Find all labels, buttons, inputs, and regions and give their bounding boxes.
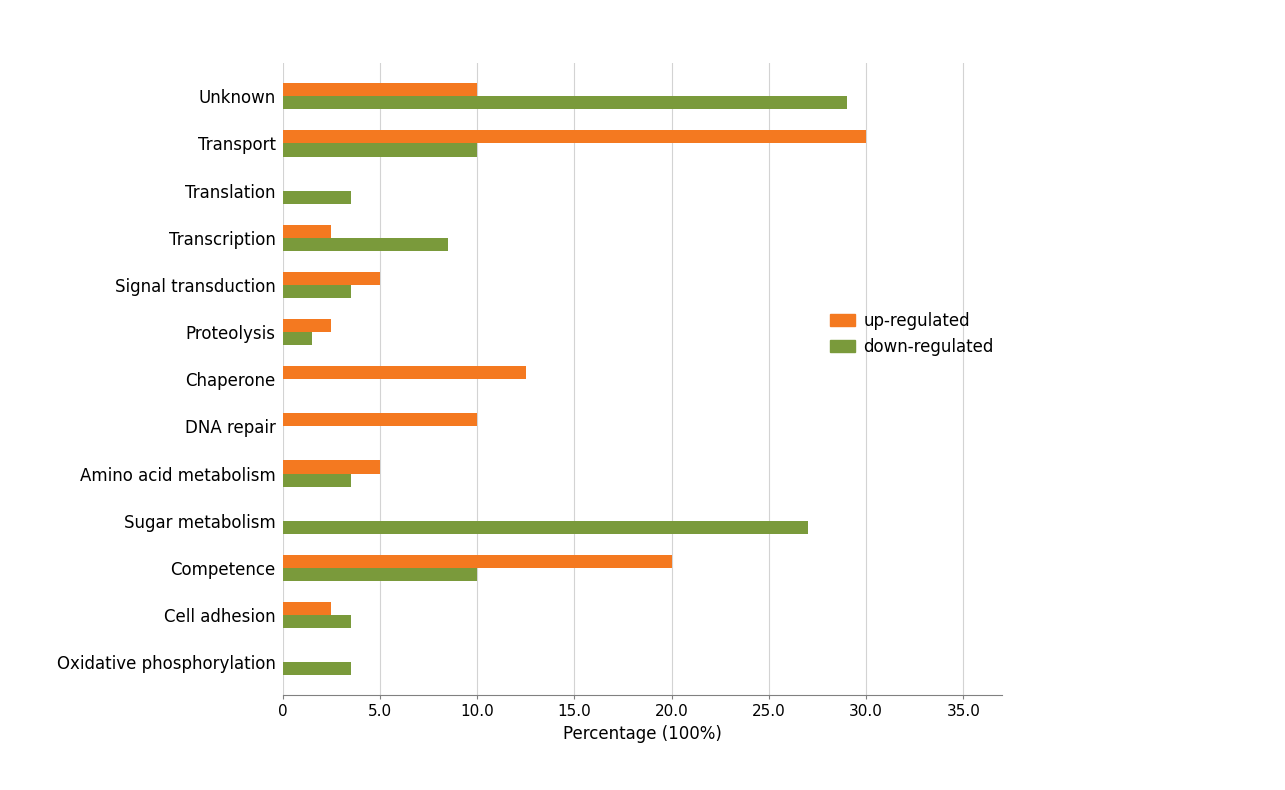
Bar (283, 319, 332, 332)
Bar (283, 366, 526, 379)
Bar (283, 83, 477, 96)
Bar (283, 615, 351, 628)
Bar (283, 413, 477, 427)
Bar (283, 521, 808, 534)
Bar (283, 473, 351, 487)
Bar (283, 461, 380, 473)
Bar (283, 96, 847, 110)
Bar (283, 602, 332, 615)
Bar (283, 238, 448, 251)
Bar (283, 143, 477, 156)
Bar (283, 190, 351, 204)
Bar (283, 224, 332, 238)
Bar (283, 285, 351, 298)
Bar (283, 568, 477, 581)
Bar (283, 332, 312, 345)
X-axis label: Percentage (100%): Percentage (100%) (563, 724, 722, 743)
Legend: up-regulated, down-regulated: up-regulated, down-regulated (830, 312, 995, 356)
Bar (283, 272, 380, 285)
Bar (283, 555, 672, 568)
Bar (283, 130, 866, 143)
Bar (283, 662, 351, 675)
